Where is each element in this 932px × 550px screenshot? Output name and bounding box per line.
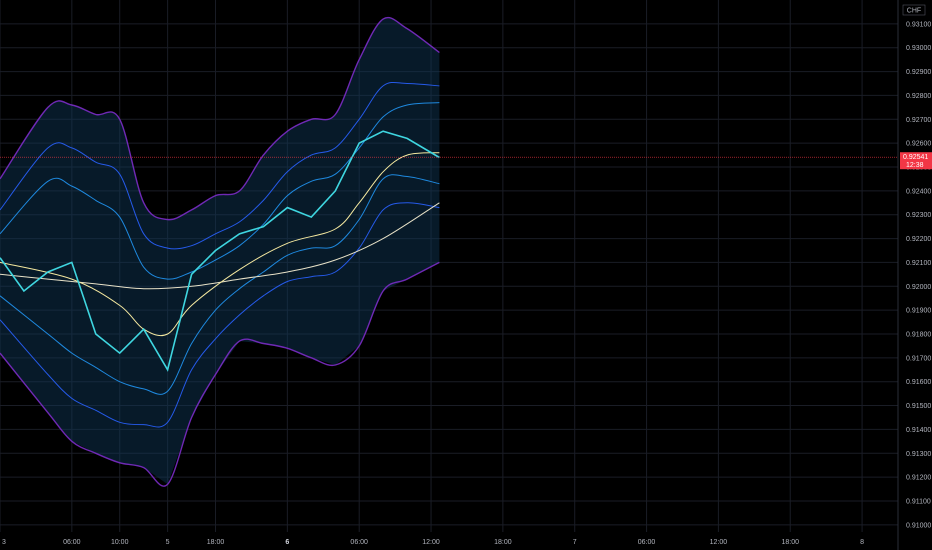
chart-grid xyxy=(0,0,898,532)
fast-moving-average-line xyxy=(0,152,440,337)
band-line-u1 xyxy=(0,102,440,280)
price-axis: 0.93100 0.93000 0.92900 0.92800 0.92700 0.926… xyxy=(906,21,931,529)
time-tick-label: 18:00 xyxy=(207,539,225,546)
band-fill xyxy=(0,17,440,485)
time-tick-label: 06:00 xyxy=(638,539,656,546)
current-price-countdown: 12:38 xyxy=(906,162,924,169)
time-axis: 3 06:00 10:00 5 18:00 6 06:00 12:00 18:00 7 06:00 1… xyxy=(2,539,864,546)
time-tick-label: 3 xyxy=(2,539,6,546)
price-tick-label: 0.92100 xyxy=(906,260,931,267)
price-tick-label: 0.91800 xyxy=(906,331,931,338)
price-tick-label: 0.93000 xyxy=(906,45,931,52)
price-tick-label: 0.91900 xyxy=(906,308,931,315)
currency-label: CHF xyxy=(907,8,921,15)
band-line-u2 xyxy=(0,81,440,250)
price-line xyxy=(0,130,440,372)
price-tick-label: 0.93100 xyxy=(906,21,931,28)
time-tick-label: 06:00 xyxy=(63,539,81,546)
price-tick-label: 0.91500 xyxy=(906,403,931,410)
envelope-bands xyxy=(0,16,440,487)
time-tick-label: 5 xyxy=(166,539,170,546)
band-line-l1 xyxy=(0,174,440,395)
time-tick-label: 7 xyxy=(573,539,577,546)
time-tick-label: 10:00 xyxy=(111,539,129,546)
price-tick-label: 0.91200 xyxy=(906,475,931,482)
current-price-value: 0.92541 xyxy=(903,154,928,161)
time-tick-label: 12:00 xyxy=(422,539,440,546)
slow-moving-average-line xyxy=(0,202,440,290)
current-price-tag-box xyxy=(900,152,932,170)
price-tick-label: 0.92800 xyxy=(906,93,931,100)
price-tick-label: 0.91300 xyxy=(906,451,931,458)
time-tick-label: 6 xyxy=(285,539,289,546)
price-tick-label: 0.92000 xyxy=(906,284,931,291)
current-price-tag: 0.92541 12:38 xyxy=(900,152,932,170)
band-line-l2 xyxy=(0,202,440,428)
price-tick-label: 0.92300 xyxy=(906,212,931,219)
time-tick-label: 12:00 xyxy=(710,539,728,546)
price-tick-label: 0.91700 xyxy=(906,355,931,362)
price-tick-label: 0.91600 xyxy=(906,379,931,386)
price-tick-label: 0.92200 xyxy=(906,236,931,243)
price-tick-label: 0.91100 xyxy=(906,498,931,505)
price-tick-label: 0.92700 xyxy=(906,117,931,124)
time-tick-label: 18:00 xyxy=(494,539,512,546)
time-tick-label: 06:00 xyxy=(350,539,368,546)
currency-label-box[interactable] xyxy=(902,4,926,16)
price-tick-label: 0.92600 xyxy=(906,141,931,148)
time-tick-label: 18:00 xyxy=(781,539,799,546)
band-line-l3 xyxy=(0,261,440,487)
time-tick-label: 8 xyxy=(860,539,864,546)
band-line-u3 xyxy=(0,16,440,221)
price-tick-label: 0.92900 xyxy=(906,69,931,76)
price-tick-label: 0.92400 xyxy=(906,188,931,195)
price-tick-label: 0.91000 xyxy=(906,522,931,529)
price-tick-label: 0.91400 xyxy=(906,427,931,434)
